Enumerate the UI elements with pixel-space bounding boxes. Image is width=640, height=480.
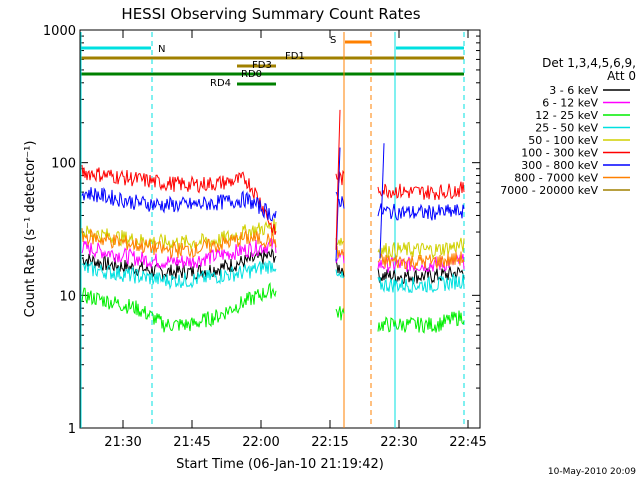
chart-title: HESSI Observing Summary Count Rates [121, 5, 420, 23]
legend-label: 6 - 12 keV [542, 97, 598, 110]
x-tick-label: 21:30 [104, 435, 141, 450]
flare-spike [379, 143, 385, 259]
flag-label-n: N [158, 44, 165, 55]
x-tick-label: 22:15 [311, 435, 348, 450]
x-ticks: 21:30 21:45 22:00 22:15 22:30 22:45 [104, 30, 487, 450]
y-tick-label: 1000 [43, 24, 76, 39]
y-axis-label: Count Rate (s⁻¹ detector⁻¹) [23, 141, 38, 318]
y-tick-label: 10 [59, 289, 76, 304]
guide-lines [80, 32, 465, 428]
legend-label: 7000 - 20000 keV [500, 184, 598, 197]
flag-label-fd3: FD3 [252, 60, 272, 71]
legend-label: 25 - 50 keV [535, 122, 598, 135]
flare-spike [335, 109, 341, 250]
y-ticks: 1 10 100 1000 [43, 24, 480, 437]
flag-label-s: S [330, 35, 336, 46]
series-line-7 [81, 228, 465, 270]
plot-frame [79, 29, 481, 429]
series-lines [81, 109, 465, 334]
timestamp: 10-May-2010 20:09 [548, 467, 636, 477]
x-tick-label: 22:45 [449, 435, 486, 450]
y-tick-label: 100 [51, 157, 76, 172]
legend-header-line-2: Att 0 [607, 69, 636, 83]
y-tick-label: 1 [68, 422, 76, 437]
legend-header-line-1: Det 1,3,4,5,6,9, [542, 56, 636, 70]
series-line-3 [81, 260, 465, 294]
legend-label: 300 - 800 keV [521, 159, 598, 172]
x-tick-label: 22:00 [242, 435, 279, 450]
legend-label: 12 - 25 keV [535, 109, 598, 122]
x-tick-label: 21:45 [173, 435, 210, 450]
flag-label-rd4: RD4 [210, 78, 231, 89]
x-tick-label: 22:30 [380, 435, 417, 450]
flag-label-fd1: FD1 [285, 51, 305, 62]
flag-label-rd0: RD0 [241, 69, 262, 80]
legend-label: 50 - 100 keV [528, 134, 598, 147]
x-axis-label: Start Time (06-Jan-10 21:19:42) [176, 457, 384, 472]
series-line-2 [81, 282, 465, 334]
legend-label: 100 - 300 keV [521, 147, 598, 160]
legend-label: 800 - 7000 keV [514, 172, 598, 185]
series-line-5 [81, 164, 465, 236]
legend-label: 3 - 6 keV [549, 84, 598, 97]
series-line-0 [81, 247, 465, 285]
